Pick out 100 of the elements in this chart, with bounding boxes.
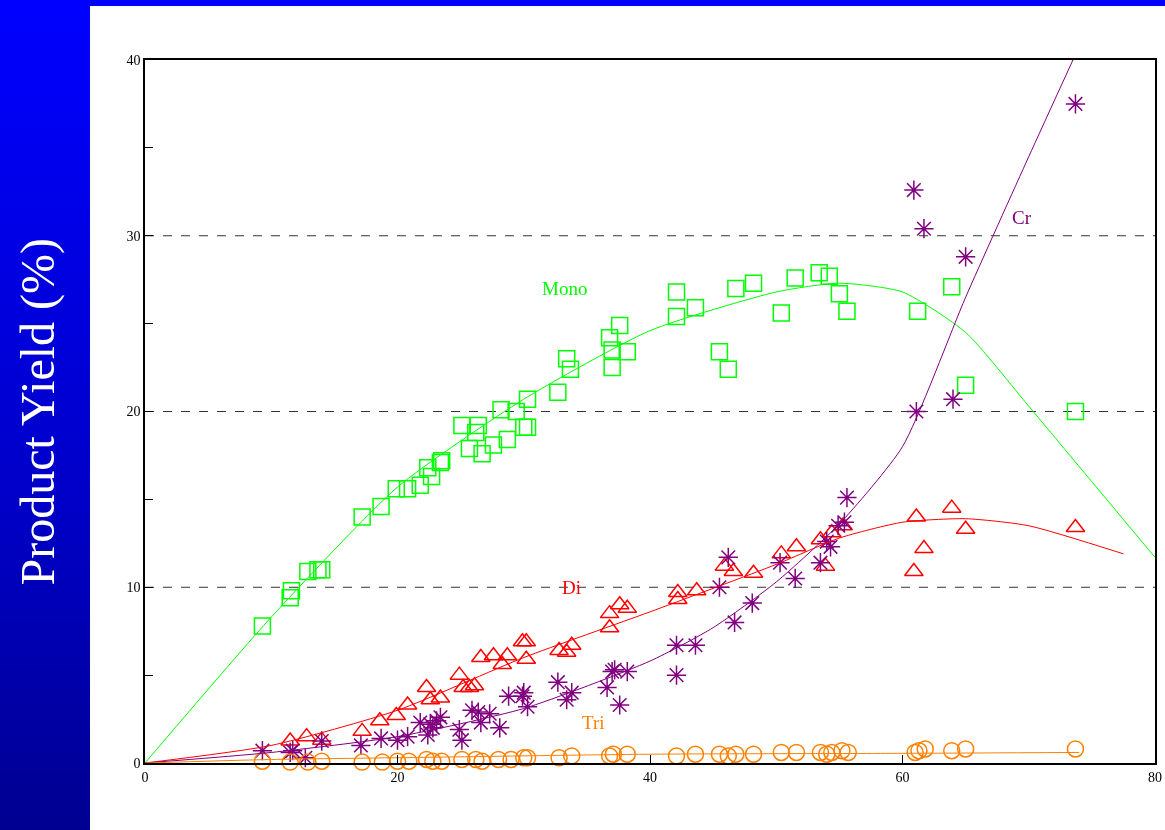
- point: [956, 376, 975, 394]
- point: [667, 747, 686, 765]
- point: [616, 661, 638, 682]
- point: [744, 745, 763, 763]
- point: [596, 677, 618, 698]
- point: [727, 279, 745, 298]
- point: [416, 678, 437, 693]
- y-tick-label: 30: [126, 228, 141, 244]
- point: [518, 418, 537, 437]
- point: [618, 343, 637, 361]
- point: [451, 729, 473, 751]
- point: [557, 350, 576, 368]
- point: [709, 576, 730, 598]
- point: [827, 515, 849, 537]
- series-label: Tri: [582, 712, 605, 733]
- point: [352, 722, 373, 737]
- point: [666, 664, 687, 686]
- point: [838, 302, 856, 321]
- point: [906, 743, 924, 762]
- point: [786, 269, 804, 287]
- point: [667, 283, 686, 301]
- point: [282, 582, 301, 600]
- point: [386, 706, 407, 721]
- point: [603, 358, 621, 377]
- point: [516, 632, 537, 647]
- point: [741, 592, 763, 614]
- point: [353, 753, 371, 771]
- point: [955, 246, 976, 268]
- point: [811, 743, 830, 762]
- point: [942, 388, 964, 410]
- point: [913, 539, 934, 554]
- point: [518, 390, 537, 408]
- point: [516, 650, 537, 665]
- point: [561, 682, 583, 704]
- point: [556, 643, 577, 658]
- point: [618, 745, 637, 763]
- point: [903, 179, 925, 201]
- point: [686, 299, 705, 317]
- point: [833, 741, 851, 760]
- point: [834, 511, 855, 533]
- point: [1065, 518, 1086, 533]
- point: [419, 458, 437, 477]
- point: [417, 750, 436, 769]
- point: [398, 480, 417, 498]
- point: [460, 439, 479, 458]
- point: [470, 648, 491, 663]
- point: [252, 740, 273, 762]
- point: [610, 316, 629, 335]
- point: [281, 589, 299, 607]
- point: [816, 531, 838, 552]
- point: [600, 328, 619, 347]
- x-tick-label: 20: [390, 769, 405, 785]
- point: [810, 263, 828, 282]
- point: [556, 689, 578, 711]
- y-tick-label: 0: [133, 755, 141, 771]
- point: [686, 745, 705, 763]
- point: [943, 741, 961, 760]
- point: [910, 741, 928, 760]
- point: [549, 641, 570, 656]
- point: [547, 671, 569, 693]
- point: [469, 416, 488, 435]
- point: [810, 552, 831, 573]
- series-label: Di: [562, 577, 581, 598]
- point: [313, 752, 331, 770]
- point: [772, 743, 791, 762]
- y-tick-label: 40: [126, 52, 141, 68]
- point: [299, 562, 317, 581]
- point: [769, 552, 791, 573]
- point: [467, 423, 485, 442]
- point: [818, 745, 836, 763]
- point: [489, 717, 511, 739]
- point: [830, 285, 849, 303]
- point: [453, 750, 471, 769]
- point: [350, 735, 372, 756]
- point: [744, 274, 763, 292]
- point: [453, 416, 471, 435]
- x-tick-label: 60: [895, 769, 910, 785]
- point: [370, 728, 392, 749]
- point: [784, 568, 806, 589]
- point: [294, 747, 316, 769]
- point: [772, 304, 791, 322]
- point: [311, 730, 333, 752]
- point: [1065, 93, 1086, 115]
- point: [787, 743, 806, 762]
- point: [467, 750, 485, 769]
- point: [710, 745, 729, 763]
- point: [432, 752, 451, 770]
- point: [603, 341, 621, 359]
- point: [397, 726, 418, 747]
- point: [719, 747, 738, 765]
- series-label: Mono: [542, 278, 588, 299]
- point: [512, 632, 533, 647]
- point: [353, 508, 371, 526]
- point: [599, 604, 620, 619]
- point: [913, 218, 935, 240]
- point: [820, 536, 841, 558]
- y-tick-label: 10: [126, 580, 141, 596]
- point: [667, 583, 688, 598]
- x-tick-label: 40: [643, 769, 657, 785]
- point: [400, 752, 418, 770]
